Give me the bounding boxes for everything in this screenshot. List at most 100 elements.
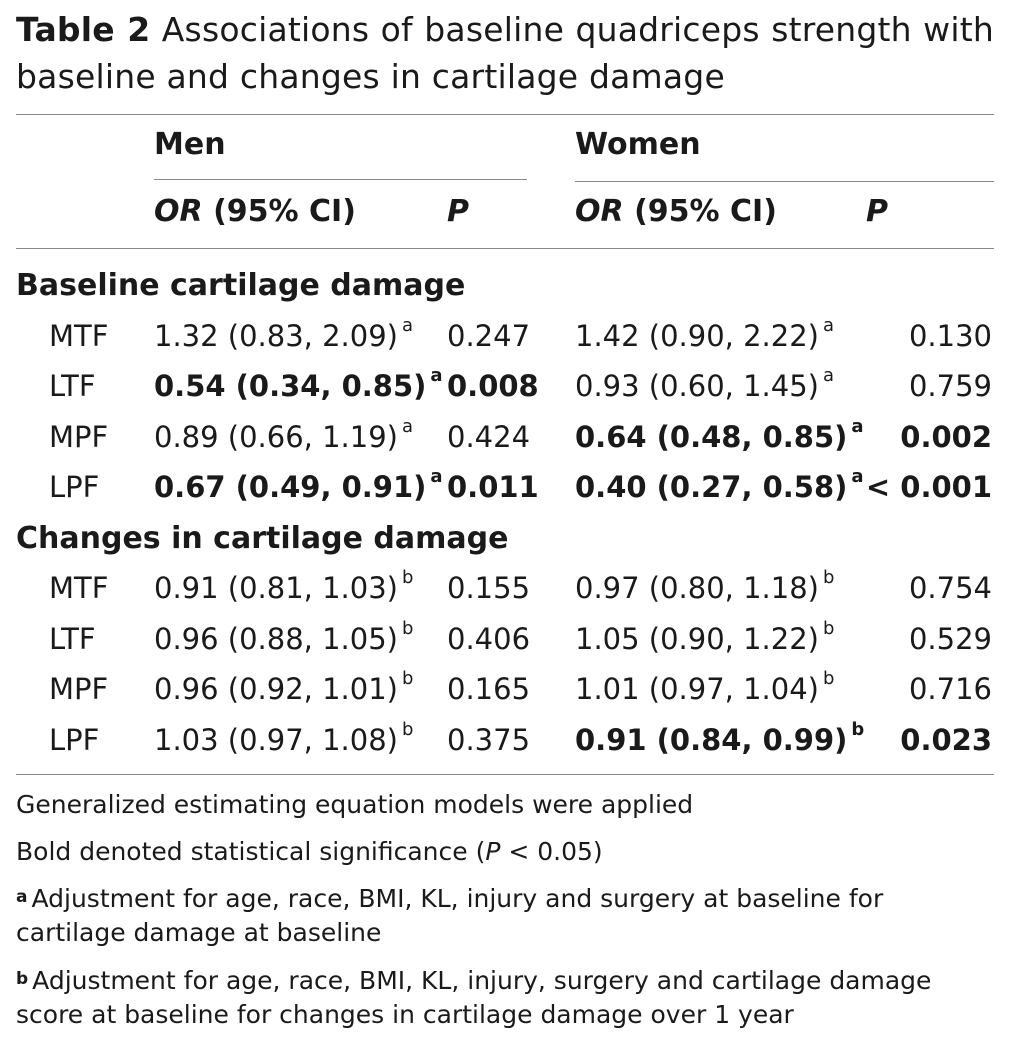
women-p-cell: 0.529 [909, 622, 992, 656]
footnote-marker: a [430, 365, 443, 386]
footnote-marker: b [823, 567, 835, 588]
site-label-value: MTF [49, 571, 109, 605]
women-group-header: Women [575, 127, 701, 162]
section-title: Baseline cartilage damage [16, 268, 466, 303]
men-p-cell-value: 0.247 [447, 318, 531, 353]
footnote-bold-threshold: < 0.05) [500, 837, 603, 866]
site-label-value: LPF [49, 722, 100, 757]
ci-label: (95% CI) [213, 194, 356, 229]
women-p-cell-value: < 0.001 [865, 470, 992, 504]
or-italic: OR [575, 194, 624, 229]
table-label: Table 2 [16, 10, 151, 49]
site-label: MTF [49, 571, 108, 605]
footnote-b: b Adjustment for age, race, BMI, KL, inju… [16, 964, 996, 1032]
women-or-cell-value: 1.42 (0.90, 2.22) [575, 318, 819, 353]
men-p-cell: 0.165 [447, 672, 530, 706]
women-p-cell: 0.023 [900, 723, 992, 757]
men-p-cell: 0.424 [447, 420, 530, 454]
men-or-cell-value: 0.89 (0.66, 1.19) [154, 419, 398, 454]
men-or-cell-value: 0.96 (0.88, 1.05) [154, 621, 398, 656]
table-title: Associations of baseline quadriceps stre… [16, 10, 994, 96]
men-or-cell-value: 0.96 (0.92, 1.01) [154, 672, 398, 706]
women-or-cell: 0.97 (0.80, 1.18) b [575, 567, 834, 605]
women-or-cell: 0.93 (0.60, 1.45) a [575, 365, 834, 403]
women-p-cell: 0.130 [909, 319, 992, 353]
site-label: MPF [49, 420, 108, 454]
women-group-rule [575, 181, 994, 182]
women-or-cell: 0.91 (0.84, 0.99) b [575, 719, 864, 757]
men-or-cell-value: 0.54 (0.34, 0.85) [154, 369, 427, 403]
footnote-marker: b [402, 668, 414, 689]
women-p-cell: 0.754 [909, 571, 992, 605]
women-p-cell-value: 0.130 [908, 318, 992, 353]
table-row: MPF 0.96 (0.92, 1.01) b 0.165 1.01 (0.97, 1.… [0, 668, 1014, 722]
men-p-header: P [447, 194, 469, 229]
footnote-bold: Bold denoted statistical significance (P… [16, 835, 996, 869]
site-label-value: LTF [49, 369, 96, 403]
men-or-cell: 1.32 (0.83, 2.09) a [154, 315, 413, 353]
header-rule [16, 248, 994, 249]
footnote-marker: a [402, 314, 414, 336]
women-p-cell: 0.716 [909, 672, 992, 706]
footnote-b-mark: b [16, 969, 29, 989]
footnote-marker: b [402, 718, 414, 740]
footnote-bold-p: P [485, 837, 501, 866]
footnote-marker: a [402, 415, 414, 437]
p-italic: P [447, 194, 469, 229]
women-or-cell-value: 0.93 (0.60, 1.45) [575, 369, 819, 403]
footnote-marker: b [823, 617, 835, 639]
site-label-value: LPF [49, 470, 100, 504]
men-or-cell: 0.54 (0.34, 0.85) a [154, 365, 443, 403]
table-row: MTF 1.32 (0.83, 2.09) a 0.247 1.42 (0.90, 2.… [0, 315, 1014, 369]
footnote-a: a Adjustment for age, race, BMI, KL, inju… [16, 882, 996, 950]
men-p-cell: 0.406 [447, 622, 530, 656]
men-or-cell-value: 0.67 (0.49, 0.91) [154, 470, 427, 504]
men-p-cell-value: 0.424 [447, 419, 531, 454]
ci-label: (95% CI) [634, 194, 777, 229]
bottom-rule [16, 774, 994, 775]
women-p-cell-value: 0.754 [908, 571, 992, 605]
women-or-cell: 1.05 (0.90, 1.22) b [575, 618, 834, 656]
section-title: Changes in cartilage damage [16, 520, 509, 556]
men-p-cell: 0.008 [447, 369, 539, 403]
footnote-a-mark: a [16, 887, 28, 907]
women-p-cell-value: 0.759 [908, 369, 992, 403]
women-or-cell-value: 0.64 (0.48, 0.85) [575, 419, 848, 454]
women-p-cell-value: 0.716 [908, 672, 992, 706]
site-label-value: MTF [49, 318, 109, 353]
women-or-cell: 0.40 (0.27, 0.58) a [575, 466, 864, 504]
women-p-cell: 0.759 [909, 369, 992, 403]
men-group-rule [154, 179, 527, 180]
women-or-cell-value: 0.91 (0.84, 0.99) [575, 722, 848, 757]
p-italic: P [866, 194, 888, 229]
men-p-cell: 0.247 [447, 319, 530, 353]
women-or-cell-value: 0.97 (0.80, 1.18) [575, 571, 819, 605]
women-p-cell: < 0.001 [866, 470, 992, 504]
footnote-gee: Generalized estimating equation models w… [16, 790, 694, 819]
women-or-cell-value: 1.01 (0.97, 1.04) [575, 672, 819, 706]
site-label: LTF [49, 622, 96, 656]
men-p-cell-value: 0.008 [447, 369, 539, 403]
footnote-marker: a [851, 466, 864, 487]
men-or-cell: 0.67 (0.49, 0.91) a [154, 466, 443, 504]
table-caption: Table 2 Associations of baseline quadric… [16, 6, 994, 100]
site-label-value: MPF [49, 672, 109, 706]
men-or-cell: 0.89 (0.66, 1.19) a [154, 416, 413, 454]
men-group-header: Men [154, 127, 226, 162]
footnote-a-text: Adjustment for age, race, BMI, KL, injur… [16, 884, 884, 947]
site-label: MPF [49, 672, 108, 706]
top-rule [16, 114, 994, 115]
table-row: MTF 0.91 (0.81, 1.03) b 0.155 0.97 (0.80, 1.… [0, 567, 1014, 621]
women-or-cell-value: 0.40 (0.27, 0.58) [575, 470, 848, 504]
men-or-cell: 0.96 (0.88, 1.05) b [154, 618, 413, 656]
site-label-value: MPF [49, 419, 109, 454]
men-p-cell: 0.011 [447, 470, 539, 504]
site-label-value: LTF [49, 621, 96, 656]
women-p-header: P [866, 194, 888, 229]
table-row: MPF 0.89 (0.66, 1.19) a 0.424 0.64 (0.48, 0.… [0, 416, 1014, 470]
men-or-cell: 0.96 (0.92, 1.01) b [154, 668, 413, 706]
men-or-cell: 1.03 (0.97, 1.08) b [154, 719, 413, 757]
men-p-cell-value: 0.011 [447, 470, 539, 504]
women-or-cell: 1.42 (0.90, 2.22) a [575, 315, 834, 353]
footnote-marker: a [823, 365, 835, 386]
